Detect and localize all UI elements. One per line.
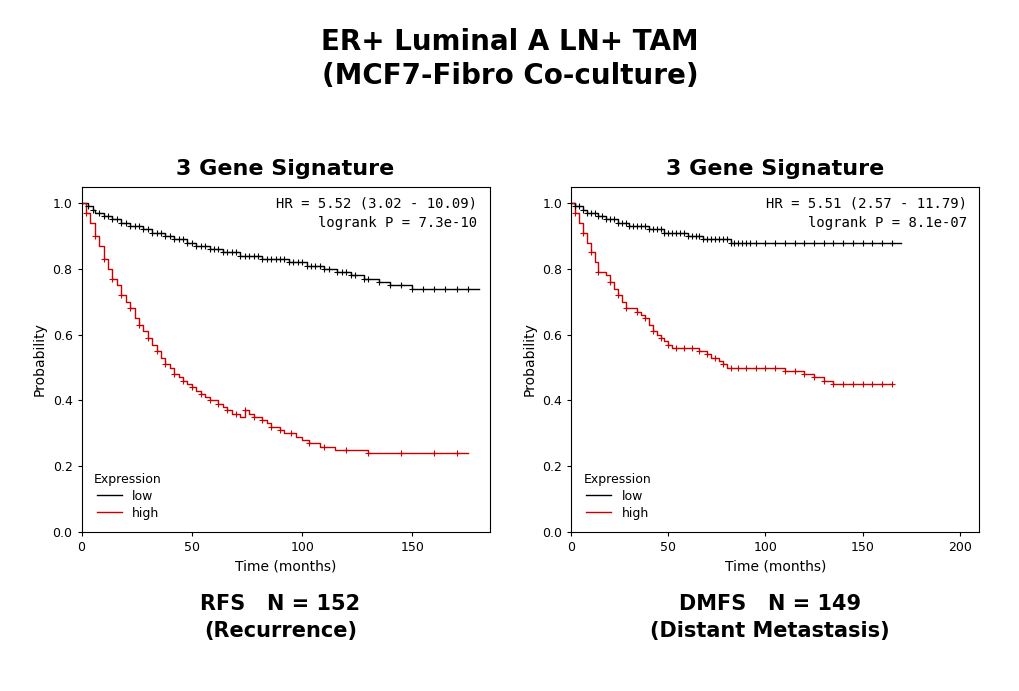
Title: 3 Gene Signature: 3 Gene Signature — [176, 160, 394, 180]
Text: DMFS   N = 149
(Distant Metastasis): DMFS N = 149 (Distant Metastasis) — [650, 594, 889, 641]
Text: ER+ Luminal A LN+ TAM
(MCF7-Fibro Co-culture): ER+ Luminal A LN+ TAM (MCF7-Fibro Co-cul… — [321, 28, 698, 91]
Text: HR = 5.52 (3.02 - 10.09)
logrank P = 7.3e-10: HR = 5.52 (3.02 - 10.09) logrank P = 7.3… — [276, 197, 477, 230]
Y-axis label: Probability: Probability — [522, 323, 536, 396]
X-axis label: Time (months): Time (months) — [723, 560, 825, 574]
X-axis label: Time (months): Time (months) — [234, 560, 336, 574]
Y-axis label: Probability: Probability — [33, 323, 47, 396]
Title: 3 Gene Signature: 3 Gene Signature — [665, 160, 883, 180]
Text: HR = 5.51 (2.57 - 11.79)
logrank P = 8.1e-07: HR = 5.51 (2.57 - 11.79) logrank P = 8.1… — [765, 197, 966, 230]
Text: RFS   N = 152
(Recurrence): RFS N = 152 (Recurrence) — [201, 594, 360, 641]
Legend: low, high: low, high — [88, 467, 168, 526]
Legend: low, high: low, high — [577, 467, 657, 526]
